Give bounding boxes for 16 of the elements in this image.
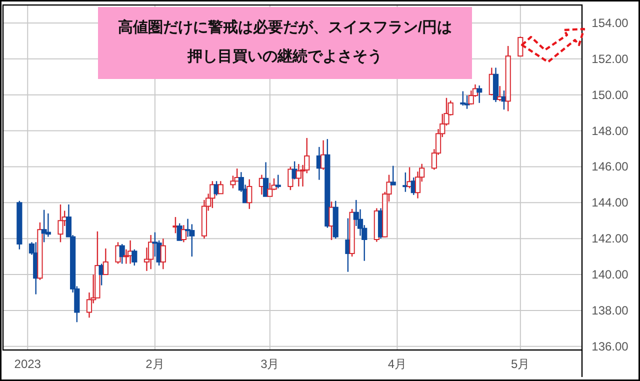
- x-tick-label: 4月: [388, 357, 407, 371]
- y-tick-label: 154.00: [592, 16, 629, 30]
- y-tick-label: 142.00: [592, 232, 629, 246]
- y-tick-label: 140.00: [592, 268, 629, 282]
- y-tick-label: 148.00: [592, 124, 629, 138]
- x-tick-label: 2月: [146, 357, 164, 371]
- text: 高値圏だけに警戒は必要だが、スイスフラン/円は押し目買いの継続でよさそう: [98, 7, 472, 79]
- y-tick-label: 150.00: [592, 88, 629, 102]
- x-tick-label: 3月: [260, 357, 280, 371]
- y-tick-label: 146.00: [592, 160, 629, 174]
- y-tick-label: 144.00: [592, 196, 629, 210]
- x-tick-label: 2023: [14, 357, 42, 371]
- y-tick-label: 152.00: [592, 52, 629, 66]
- y-tick-label: 136.00: [592, 339, 629, 354]
- x-tick-label: 5月: [511, 357, 530, 371]
- y-tick-label: 138.00: [592, 303, 629, 318]
